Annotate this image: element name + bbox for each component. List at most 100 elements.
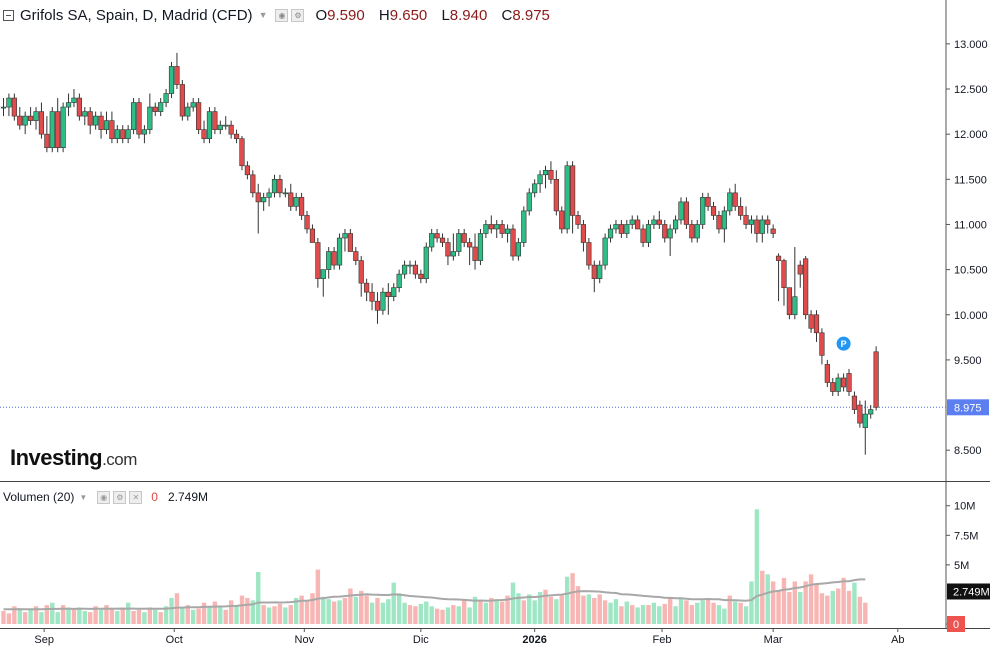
volume-bar (245, 597, 250, 624)
volume-tick-label: 7.5M (954, 530, 978, 542)
candle-body (120, 129, 126, 139)
candle-body (109, 120, 115, 139)
candle-body (206, 111, 213, 139)
candle (27, 107, 34, 126)
volume-bar (310, 593, 315, 624)
price-tick-label: 11.000 (954, 219, 987, 231)
candle-body (326, 251, 332, 270)
candle-body (55, 111, 61, 149)
candle (797, 260, 803, 288)
volume-bar (835, 588, 841, 624)
chevron-down-icon[interactable]: ▼ (79, 492, 88, 502)
candle-body (22, 115, 28, 126)
volume-bar (353, 596, 358, 624)
volume-bar (191, 609, 196, 624)
candle-body (396, 273, 402, 288)
collapse-icon[interactable] (3, 9, 14, 21)
candle (813, 310, 820, 342)
settings-icon[interactable]: ⚙ (113, 490, 127, 504)
candle-body (748, 219, 755, 225)
candle-body (114, 129, 120, 139)
candle-body (759, 219, 765, 234)
candle-body (271, 179, 278, 194)
volume-bar (554, 599, 559, 624)
candle-body (521, 210, 527, 243)
volume-bar (218, 607, 223, 624)
candle-body (678, 201, 684, 221)
candle-body (635, 219, 641, 230)
candle (678, 197, 684, 225)
volume-bar (673, 606, 678, 624)
volume-bar (787, 592, 792, 624)
volume-bar (109, 608, 115, 624)
volume-ma-line (3, 578, 866, 611)
candle-body (851, 395, 858, 410)
candle (136, 98, 142, 139)
candle (624, 219, 630, 239)
candle-body (228, 124, 234, 135)
volume-legend[interactable]: Volumen (20) ▼ ◉ ⚙ ✕ 0 2.749M (3, 489, 208, 505)
volume-bar (483, 602, 489, 624)
candle (429, 228, 435, 252)
candle-body (201, 129, 207, 139)
candle (93, 111, 99, 130)
candle (358, 256, 364, 297)
chevron-down-icon[interactable]: ▼ (258, 10, 268, 20)
candle (575, 210, 581, 229)
candle (6, 93, 12, 117)
candle (580, 219, 587, 252)
candle-body (44, 133, 50, 149)
price-tick-label: 12.000 (954, 129, 988, 141)
volume-bar (212, 601, 218, 624)
candle (412, 260, 419, 279)
candle (873, 346, 879, 411)
candle (396, 269, 402, 293)
volume-bar (646, 605, 651, 624)
candle-body (504, 228, 511, 234)
ohlc-low-key: L (441, 6, 450, 24)
candle (250, 170, 256, 198)
candle (17, 107, 23, 130)
candle-body (17, 115, 23, 126)
volume-bar (12, 606, 17, 624)
candle-body (71, 97, 77, 103)
eye-icon[interactable]: ◉ (275, 8, 289, 22)
candle (369, 283, 375, 311)
candle (591, 260, 597, 293)
candle-body (808, 314, 814, 329)
candle-body (803, 258, 809, 316)
candle (255, 183, 261, 234)
candle-body (515, 242, 521, 257)
candle (38, 102, 45, 139)
candle (613, 219, 619, 234)
settings-icon[interactable]: ⚙ (291, 8, 305, 22)
candle-body (819, 332, 825, 356)
candle-body (288, 192, 294, 207)
volume-bar (792, 581, 798, 624)
volume-bar (586, 594, 592, 624)
volume-bar (722, 608, 727, 624)
candle-body (374, 300, 381, 311)
candle (759, 215, 765, 243)
candle (141, 125, 148, 144)
candle (689, 219, 695, 243)
volume-bar (180, 607, 185, 624)
candle (526, 188, 532, 216)
volume-value-b: 2.749M (167, 490, 209, 504)
volume-title[interactable]: Volumen (20) (3, 490, 75, 504)
eye-icon[interactable]: ◉ (97, 490, 111, 504)
volume-bar (597, 594, 602, 624)
candle-body (840, 377, 847, 388)
candle (781, 258, 787, 306)
candle (320, 269, 326, 297)
volume-bar (803, 581, 808, 624)
symbol-title[interactable]: Grifols SA, Spain, D, Madrid (CFD) (20, 6, 253, 24)
symbol-legend[interactable]: Grifols SA, Spain, D, Madrid (CFD) ▼ ◉ ⚙… (3, 5, 560, 25)
candle-body (488, 224, 494, 230)
candle (743, 206, 749, 229)
close-icon[interactable]: ✕ (129, 490, 143, 504)
candle (336, 233, 343, 270)
candle (423, 242, 429, 284)
candle (239, 135, 245, 171)
